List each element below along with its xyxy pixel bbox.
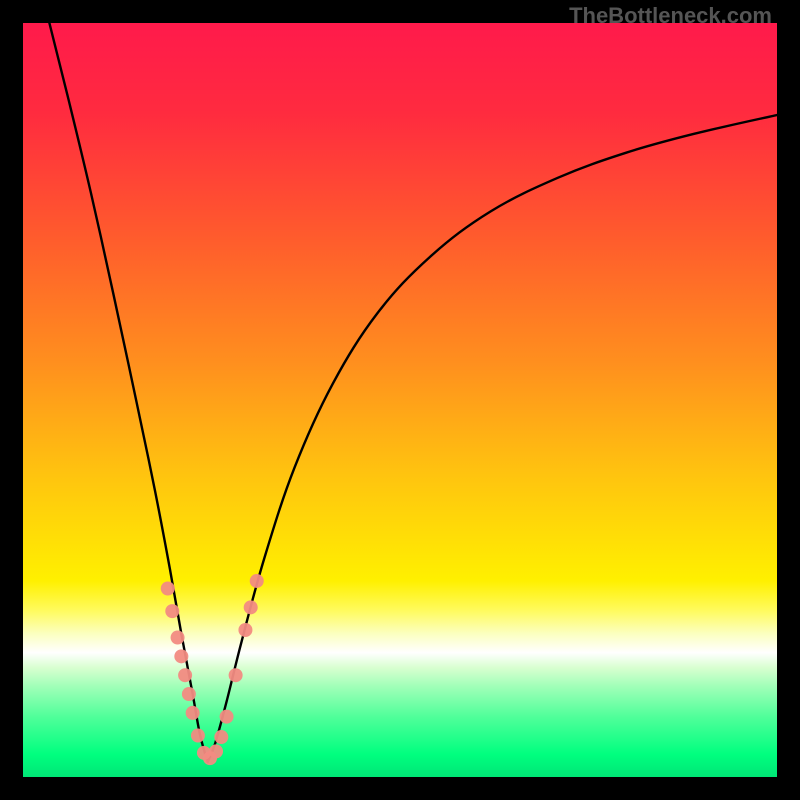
data-marker	[214, 730, 228, 744]
bottleneck-curve-right	[208, 115, 777, 762]
data-marker	[220, 710, 234, 724]
watermark-text: TheBottleneck.com	[569, 3, 772, 29]
data-marker	[165, 604, 179, 618]
data-marker	[171, 631, 185, 645]
data-marker	[182, 687, 196, 701]
data-marker	[250, 574, 264, 588]
data-marker	[161, 582, 175, 596]
data-marker	[244, 600, 258, 614]
data-marker	[186, 706, 200, 720]
data-marker	[209, 744, 223, 758]
data-marker	[191, 729, 205, 743]
data-marker	[178, 668, 192, 682]
data-marker	[174, 649, 188, 663]
chart-overlay	[23, 23, 777, 777]
data-marker	[238, 623, 252, 637]
data-marker	[229, 668, 243, 682]
plot-area	[23, 23, 777, 777]
chart-frame: TheBottleneck.com	[0, 0, 800, 800]
